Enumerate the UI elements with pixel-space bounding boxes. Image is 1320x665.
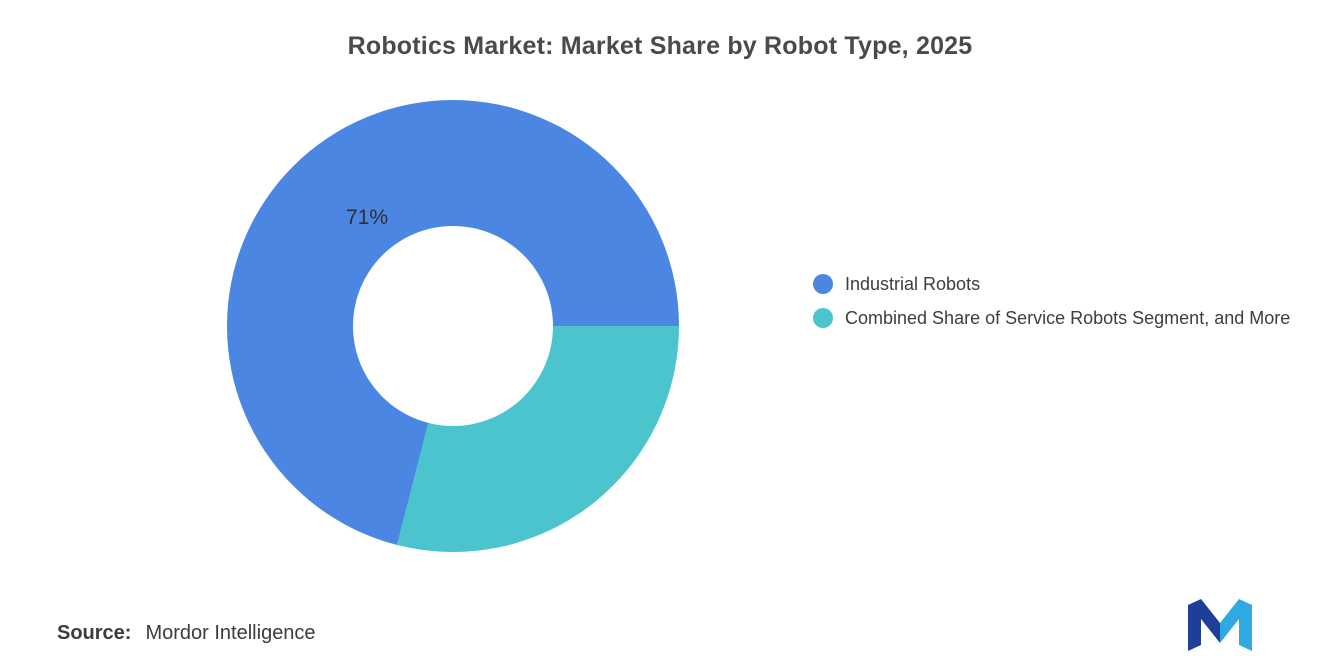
- source-label: Source:: [57, 622, 132, 644]
- chart-title: Robotics Market: Market Share by Robot T…: [347, 32, 973, 60]
- donut-chart-area: 71%: [227, 100, 679, 552]
- legend-label-industrial-robots: Industrial Robots: [845, 274, 981, 294]
- source-row: Source: Mordor Intelligence: [57, 622, 316, 645]
- legend-swatch-service-robots: [813, 308, 833, 329]
- slice-data-label-industrial: 71%: [345, 206, 389, 229]
- legend: Industrial Robots Combined Share of Serv…: [813, 272, 1313, 331]
- legend-item-industrial-robots: Industrial Robots: [813, 272, 1313, 297]
- legend-swatch-industrial-robots: [813, 274, 833, 294]
- legend-item-service-robots: Combined Share of Service Robots Segment…: [813, 306, 1313, 331]
- mordor-intelligence-logo: [1188, 599, 1252, 651]
- source-value: Mordor Intelligence: [145, 622, 316, 644]
- legend-label-service-robots: Combined Share of Service Robots Segment…: [845, 308, 1291, 329]
- donut-hole: [353, 226, 553, 426]
